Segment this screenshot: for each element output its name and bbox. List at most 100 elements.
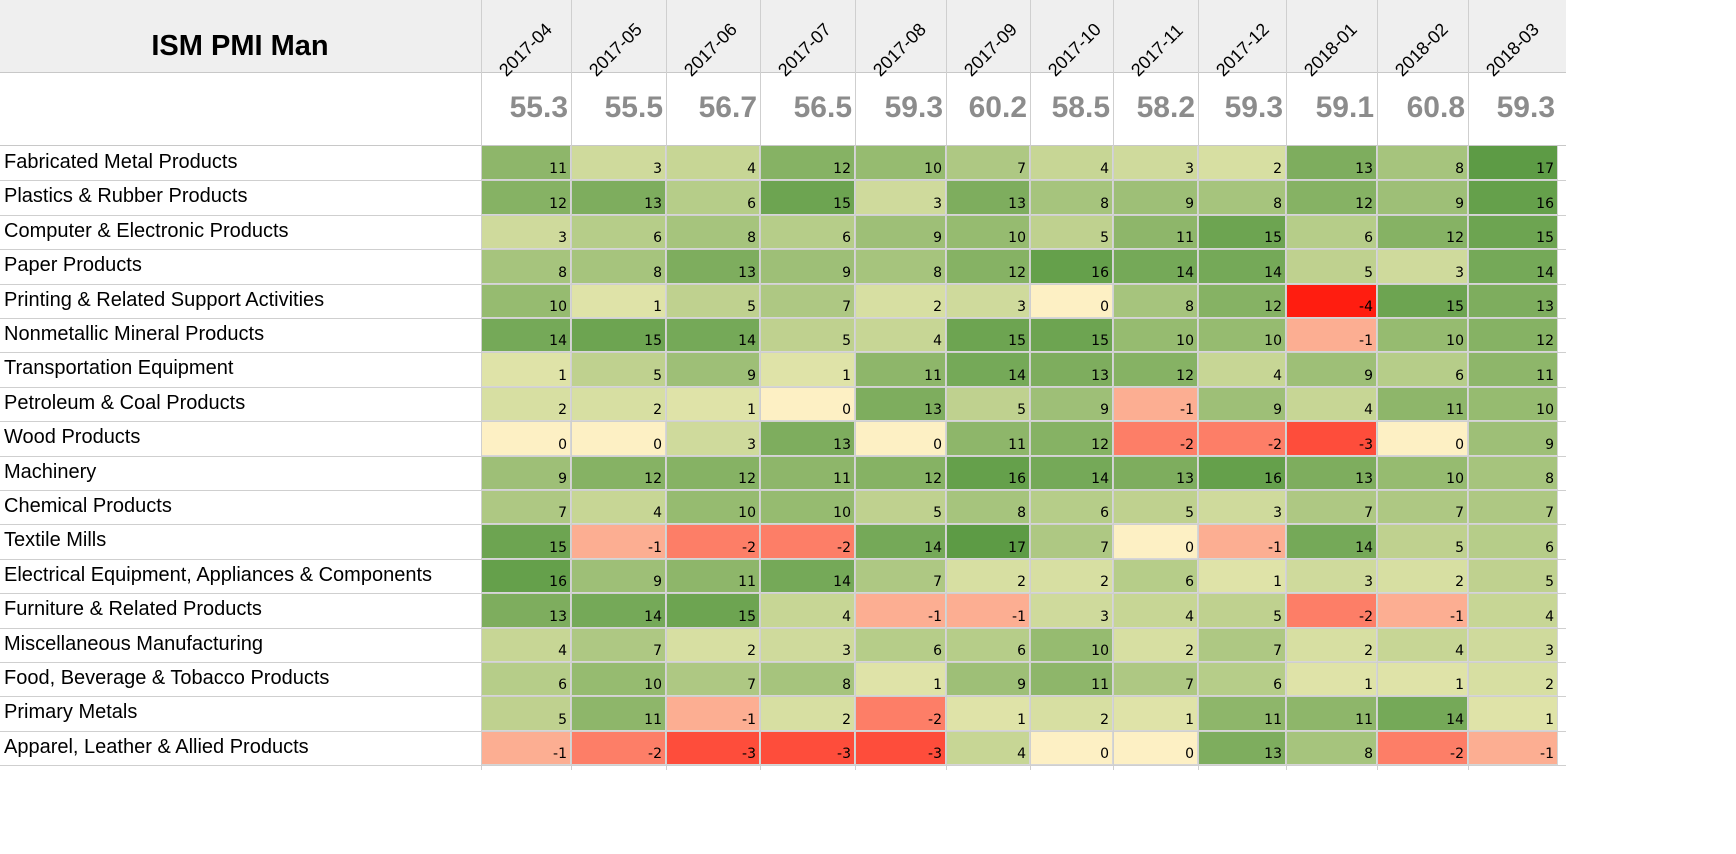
heatmap-cell: 10 (1198, 318, 1286, 353)
heatmap-cell: 12 (1377, 214, 1468, 250)
heatmap-cell: 2 (1113, 627, 1198, 662)
cell-value: 5 (1545, 574, 1554, 591)
heatmap-cell: 1 (855, 662, 946, 697)
cell-value: 6 (1017, 642, 1026, 659)
cell-value: 2 (1100, 711, 1109, 728)
heatmap-cell: 3 (1113, 146, 1198, 181)
heatmap-cell: 2 (1286, 627, 1377, 662)
heatmap-cell: 11 (1286, 696, 1377, 731)
cell-value: 3 (1545, 642, 1554, 659)
cell-value: 16 (1008, 470, 1026, 487)
heatmap-cell: 7 (1468, 490, 1558, 525)
heatmap-cell: 14 (1286, 524, 1377, 559)
heatmap-cell: 14 (1030, 455, 1113, 490)
heatmap-cell: -3 (1286, 421, 1377, 456)
row-label: Electrical Equipment, Appliances & Compo… (4, 563, 433, 586)
heatmap-cell: 4 (1198, 352, 1286, 387)
row-divider (0, 180, 1566, 182)
cell-value: 9 (1100, 402, 1109, 419)
cell-value: 10 (1091, 642, 1109, 659)
heatmap-cell: 2 (1198, 146, 1286, 181)
pmi-value-2018-01: 59.1 (1315, 91, 1374, 124)
pmi-value-2017-12: 59.3 (1224, 91, 1283, 124)
cell-value: -2 (1359, 608, 1373, 625)
cell-value: -1 (1359, 333, 1373, 350)
cell-value: 14 (1536, 264, 1554, 281)
row-label: Petroleum & Coal Products (4, 391, 246, 414)
heatmap-cell: 8 (666, 214, 760, 250)
row-label: Wood Products (4, 426, 141, 449)
cell-value: -3 (742, 746, 756, 763)
pmi-value-2017-11: 58.2 (1136, 91, 1195, 124)
cell-value: -3 (1359, 436, 1373, 453)
cell-value: 12 (1091, 436, 1109, 453)
heatmap-cell: 4 (571, 490, 666, 525)
cell-value: 7 (1185, 677, 1194, 694)
cell-value: 2 (1455, 574, 1464, 591)
cell-value: 4 (558, 642, 567, 659)
heatmap-cell: 17 (1468, 146, 1558, 181)
heatmap-cell: 13 (481, 593, 571, 628)
cell-value: 8 (1185, 298, 1194, 315)
heatmap-cell: 6 (1113, 558, 1198, 594)
cell-value: 9 (1545, 436, 1554, 453)
heatmap-cell: 15 (1377, 283, 1468, 318)
heatmap-cell: -2 (1113, 421, 1198, 456)
cell-value: 10 (549, 298, 567, 315)
heatmap-cell: 0 (1113, 524, 1198, 559)
cell-value: 3 (1100, 608, 1109, 625)
heatmap-cell: 10 (666, 490, 760, 525)
cell-value: 10 (1176, 333, 1194, 350)
heatmap-cell: 9 (1113, 180, 1198, 215)
cell-value: 8 (747, 230, 756, 247)
row-label: Chemical Products (4, 495, 172, 517)
cell-value: 11 (738, 574, 756, 591)
heatmap-cell: 12 (1113, 352, 1198, 387)
cell-value: 6 (1100, 505, 1109, 522)
heatmap-cell: 5 (760, 318, 855, 353)
cell-value: 6 (1455, 367, 1464, 384)
cell-value: 2 (1017, 574, 1026, 591)
pmi-row (0, 73, 1566, 146)
heatmap-cell: 13 (1286, 146, 1377, 181)
row-label: Printing & Related Support Activities (4, 288, 325, 311)
heatmap-cell: 1 (760, 352, 855, 387)
cell-value: 12 (738, 470, 756, 487)
heatmap-cell: 1 (1377, 662, 1468, 697)
heatmap-cell: 16 (1030, 249, 1113, 284)
row-divider (0, 558, 1566, 560)
heatmap-cell: 8 (760, 662, 855, 697)
cell-value: 0 (842, 402, 851, 419)
heatmap-cell: -2 (1377, 730, 1468, 766)
cell-value: 3 (1017, 298, 1026, 315)
row-divider (0, 524, 1566, 526)
cell-value: 9 (1364, 367, 1373, 384)
pmi-value-2017-04: 55.3 (509, 91, 568, 124)
cell-value: 12 (1176, 367, 1194, 384)
cell-value: 13 (1008, 195, 1026, 212)
heatmap-cell: 2 (1377, 558, 1468, 594)
row-divider (0, 214, 1566, 216)
heatmap-cell: -1 (1286, 318, 1377, 353)
heatmap-cell: 6 (571, 214, 666, 250)
cell-value: 4 (747, 161, 756, 178)
cell-value: 12 (924, 470, 942, 487)
heatmap-cell: 13 (946, 180, 1030, 215)
cell-value: 8 (1100, 195, 1109, 212)
heatmap-cell: 9 (1198, 386, 1286, 422)
heatmap-cell: -2 (1198, 421, 1286, 456)
heatmap-cell: 4 (1113, 593, 1198, 628)
cell-value: 12 (833, 161, 851, 178)
cell-value: 10 (1536, 402, 1554, 419)
cell-value: 11 (1008, 436, 1026, 453)
row-divider (0, 421, 1566, 423)
heatmap-cell: 2 (855, 283, 946, 318)
heatmap-cell: 6 (1377, 352, 1468, 387)
cell-value: 12 (549, 195, 567, 212)
heatmap-cell: 3 (1198, 490, 1286, 525)
heatmap-cell: 9 (1468, 421, 1558, 456)
heatmap-cell: 12 (1468, 318, 1558, 353)
cell-value: 6 (653, 230, 662, 247)
cell-value: 9 (1455, 195, 1464, 212)
row-divider (0, 386, 1566, 388)
